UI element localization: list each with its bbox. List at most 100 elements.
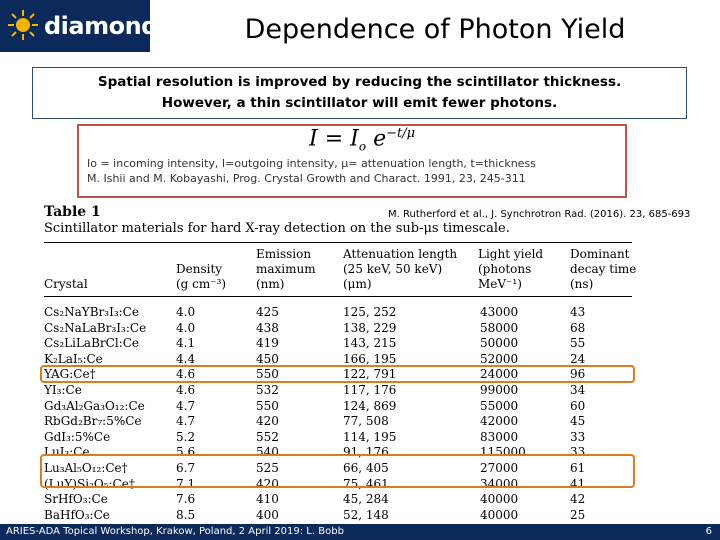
cell-density: 4.0 bbox=[176, 320, 196, 335]
cell-light: 43000 bbox=[480, 305, 519, 319]
cell-decay: 96 bbox=[570, 367, 586, 382]
formula-box: I = Io e−t/μ Io = incoming intensity, I=… bbox=[77, 124, 627, 198]
cell-light: 42000 bbox=[480, 414, 519, 429]
cell-atten: 125, 252 bbox=[343, 305, 397, 319]
table-top-rule bbox=[44, 242, 632, 243]
cell-crystal: RbGd₂Br₇:5%Ce bbox=[44, 414, 142, 429]
logo-text: diamond bbox=[44, 12, 158, 40]
cell-decay: 45 bbox=[570, 414, 586, 429]
formula-e: e bbox=[373, 126, 387, 152]
cell-emission: 550 bbox=[256, 398, 279, 413]
cell-crystal: Cs₂NaLaBr₃I₃:Ce bbox=[44, 320, 147, 335]
cell-light: 52000 bbox=[480, 351, 519, 366]
cell-atten: 124, 869 bbox=[343, 398, 397, 413]
diamond-sun-icon bbox=[8, 10, 38, 40]
cell-density: 4.6 bbox=[176, 367, 196, 382]
formula-exponent: −t/μ bbox=[386, 126, 416, 141]
table-row: GdI₃:5%Ce 5.2 552 114, 195 83000 33 bbox=[0, 430, 720, 446]
cell-density: 4.1 bbox=[176, 336, 196, 351]
cell-emission: 550 bbox=[256, 367, 279, 382]
cell-crystal: YI₃:Ce bbox=[44, 383, 82, 397]
table-row: Cs₂NaYBr₃I₃:Ce 4.0 425 125, 252 43000 43 bbox=[0, 305, 720, 321]
cell-atten: 166, 195 bbox=[343, 351, 397, 366]
cell-decay: 42 bbox=[570, 492, 586, 507]
formula-desc-line-1: Io = incoming intensity, I=outgoing inte… bbox=[87, 157, 536, 170]
cell-emission: 525 bbox=[256, 461, 279, 475]
cell-emission: 552 bbox=[256, 429, 279, 444]
cell-atten: 45, 284 bbox=[343, 492, 389, 507]
cell-light: 58000 bbox=[480, 320, 519, 335]
header-decay: Dominant decay time (ns) bbox=[570, 247, 637, 291]
cell-decay: 60 bbox=[570, 398, 586, 413]
cell-atten: 114, 195 bbox=[343, 429, 397, 444]
reference-citation: M. Rutherford et al., J. Synchrotron Rad… bbox=[388, 209, 691, 220]
cell-emission: 400 bbox=[256, 507, 279, 522]
cell-atten: 77, 508 bbox=[343, 414, 389, 429]
cell-emission: 532 bbox=[256, 383, 279, 397]
table-header-rule bbox=[44, 296, 632, 297]
cell-crystal: YAG:Ce† bbox=[44, 367, 96, 382]
header-light-yield: Light yield (photons MeV⁻¹) bbox=[478, 247, 544, 291]
cell-emission: 419 bbox=[256, 336, 279, 351]
cell-light: 40000 bbox=[480, 492, 519, 507]
cell-decay: 55 bbox=[570, 336, 586, 351]
cell-decay: 34 bbox=[570, 383, 586, 397]
cell-density: 8.5 bbox=[176, 507, 196, 522]
header-crystal: Crystal bbox=[44, 277, 88, 291]
highlight-luag-lyso-rows bbox=[40, 454, 635, 488]
cell-light: 27000 bbox=[480, 461, 519, 475]
table-caption: Scintillator materials for hard X-ray de… bbox=[44, 221, 510, 236]
table-title: Table 1 bbox=[44, 204, 101, 220]
callout-line-1: Spatial resolution is improved by reduci… bbox=[97, 74, 622, 90]
cell-decay: 33 bbox=[570, 429, 586, 444]
cell-crystal: SrHfO₃:Ce bbox=[44, 492, 108, 507]
cell-density: 4.4 bbox=[176, 351, 196, 366]
cell-atten: 143, 215 bbox=[343, 336, 397, 351]
table-row: K₂LaI₅:Ce 4.4 450 166, 195 52000 24 bbox=[0, 352, 720, 368]
cell-atten: 122, 791 bbox=[343, 367, 397, 382]
cell-crystal: K₂LaI₅:Ce bbox=[44, 351, 103, 366]
slide-title: Dependence of Photon Yield bbox=[244, 14, 626, 45]
cell-density: 4.0 bbox=[176, 305, 196, 319]
cell-atten: 52, 148 bbox=[343, 507, 389, 522]
formula-desc-line-2: M. Ishii and M. Kobayashi, Prog. Crystal… bbox=[87, 172, 526, 185]
table-row: SrHfO₃:Ce 7.6 410 45, 284 40000 42 bbox=[0, 492, 720, 508]
table-row: BaHfO₃:Ce 8.5 400 52, 148 40000 25 bbox=[0, 508, 720, 524]
cell-atten: 138, 229 bbox=[343, 320, 397, 335]
callout-box: Spatial resolution is improved by reduci… bbox=[32, 67, 687, 119]
formula-equals: = bbox=[324, 126, 344, 152]
attenuation-formula: I = Io e−t/μ bbox=[309, 126, 415, 154]
cell-light: 99000 bbox=[480, 383, 519, 397]
table-row: YAG:Ce† 4.6 550 122, 791 24000 96 bbox=[0, 367, 720, 383]
table-row: Cs₂LiLaBrCl:Ce 4.1 419 143, 215 50000 55 bbox=[0, 336, 720, 352]
header-density: Density (g cm⁻³) bbox=[176, 262, 227, 291]
cell-emission: 438 bbox=[256, 320, 279, 335]
cell-density: 4.7 bbox=[176, 398, 196, 413]
table-row: RbGd₂Br₇:5%Ce 4.7 420 77, 508 42000 45 bbox=[0, 414, 720, 430]
cell-emission: 410 bbox=[256, 492, 279, 507]
cell-light: 55000 bbox=[480, 398, 519, 413]
cell-density: 4.7 bbox=[176, 414, 196, 429]
cell-crystal: Lu₃Al₅O₁₂:Ce† bbox=[44, 461, 128, 475]
cell-decay: 61 bbox=[570, 461, 586, 475]
cell-decay: 68 bbox=[570, 320, 586, 335]
page-number: 6 bbox=[705, 526, 712, 537]
cell-crystal: Cs₂NaYBr₃I₃:Ce bbox=[44, 305, 139, 319]
cell-light: 83000 bbox=[480, 429, 519, 444]
cell-decay: 25 bbox=[570, 507, 586, 522]
cell-emission: 425 bbox=[256, 305, 279, 319]
formula-lhs: I bbox=[309, 126, 318, 152]
table-row: Lu₃Al₅O₁₂:Ce† 6.7 525 66, 405 27000 61 bbox=[0, 461, 720, 477]
logo: diamond bbox=[0, 0, 158, 52]
slide-footer: ARIES-ADA Topical Workshop, Krakow, Pola… bbox=[0, 524, 720, 540]
header-attenuation: Attenuation length (25 keV, 50 keV) (μm) bbox=[343, 247, 458, 291]
cell-emission: 450 bbox=[256, 351, 279, 366]
table-row: Gd₃Al₂Ga₃O₁₂:Ce 4.7 550 124, 869 55000 60 bbox=[0, 399, 720, 415]
header-emission: Emission maximum (nm) bbox=[256, 247, 316, 291]
formula-base: I bbox=[350, 126, 359, 152]
formula-description: Io = incoming intensity, I=outgoing inte… bbox=[87, 156, 536, 186]
cell-light: 50000 bbox=[480, 336, 519, 351]
formula-base-sub: o bbox=[358, 139, 367, 154]
slide-header: diamond Dependence of Photon Yield bbox=[0, 0, 720, 58]
table-row: YI₃:Ce 4.6 532 117, 176 99000 34 bbox=[0, 383, 720, 399]
